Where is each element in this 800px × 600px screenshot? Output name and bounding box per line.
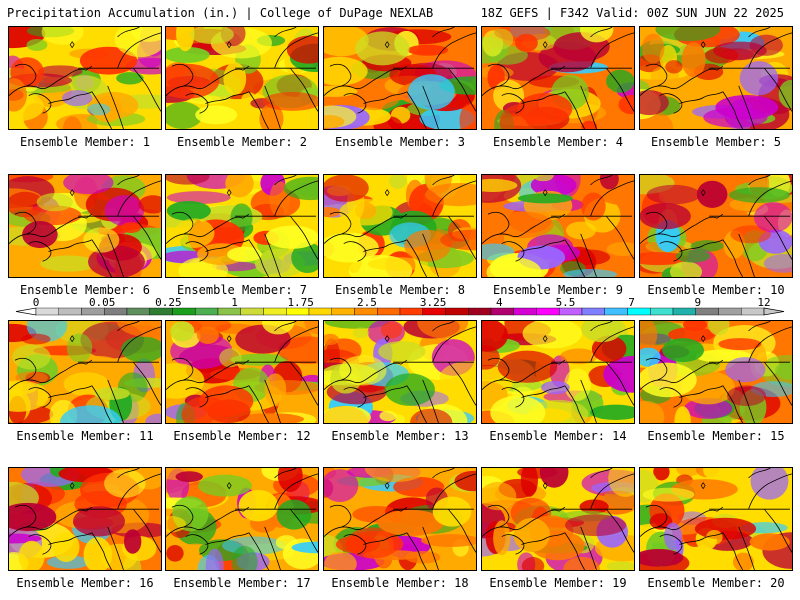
colorbar-segment	[468, 307, 492, 316]
colorbar-segment	[172, 307, 196, 316]
colorbar-segment	[650, 307, 674, 316]
colorbar-tick-label: 0.25	[155, 296, 182, 309]
member-map-19	[481, 467, 635, 571]
colorbar-tick-label: 0	[33, 296, 40, 309]
chart-title: Precipitation Accumulation (in.) | Colle…	[7, 6, 434, 20]
colorbar-segment	[695, 307, 719, 316]
member-label-14: Ensemble Member: 14	[489, 429, 627, 443]
colorbar-tick-label: 1.75	[287, 296, 314, 309]
colorbar-tick-label: 12	[757, 296, 770, 309]
member-label-7: Ensemble Member: 7	[176, 283, 308, 297]
member-map-16	[8, 467, 162, 571]
colorbar-tick-label: 7	[628, 296, 635, 309]
colorbar-segment	[149, 307, 173, 316]
model-run-info: 18Z GEFS | F342 Valid: 00Z SUN JUN 22 20…	[480, 6, 784, 20]
colorbar-segment	[604, 307, 628, 316]
colorbar-segment	[240, 307, 264, 316]
colorbar-segment	[741, 307, 765, 316]
colorbar-segment	[672, 307, 696, 316]
member-map-11	[8, 320, 162, 424]
colorbar-segment	[422, 307, 446, 316]
member-label-2: Ensemble Member: 2	[176, 135, 308, 149]
member-map-8	[323, 174, 477, 278]
colorbar-segment	[104, 307, 128, 316]
member-label-5: Ensemble Member: 5	[650, 135, 782, 149]
colorbar-segment	[377, 307, 401, 316]
colorbar-segment	[354, 307, 378, 316]
member-map-4	[481, 26, 635, 130]
colorbar-segment	[399, 307, 423, 316]
colorbar-right-arrow	[763, 307, 785, 316]
colorbar-segment	[286, 307, 310, 316]
precip-colorbar: 0 0.05 0.25 1 1.75 2.5 3.25 4 5.5 7 9 12	[15, 296, 785, 316]
member-map-7	[165, 174, 319, 278]
member-label-17: Ensemble Member: 17	[173, 576, 311, 590]
colorbar-tick-label: 4	[496, 296, 503, 309]
colorbar-segment	[263, 307, 287, 316]
colorbar-segment	[445, 307, 469, 316]
colorbar-tick-label: 1	[231, 296, 238, 309]
member-label-15: Ensemble Member: 15	[647, 429, 785, 443]
member-map-9	[481, 174, 635, 278]
member-label-1: Ensemble Member: 1	[19, 135, 151, 149]
member-label-3: Ensemble Member: 3	[334, 135, 466, 149]
colorbar-segment	[627, 307, 651, 316]
colorbar-segment	[126, 307, 150, 316]
member-map-12	[165, 320, 319, 424]
colorbar-left-arrow	[15, 307, 37, 316]
member-label-12: Ensemble Member: 12	[173, 429, 311, 443]
colorbar-tick-label: 9	[694, 296, 701, 309]
colorbar-segment	[308, 307, 332, 316]
member-map-10	[639, 174, 793, 278]
member-map-14	[481, 320, 635, 424]
colorbar-segment	[217, 307, 241, 316]
colorbar-tick-label: 5.5	[556, 296, 576, 309]
member-label-13: Ensemble Member: 13	[331, 429, 469, 443]
member-label-10: Ensemble Member: 10	[647, 283, 785, 297]
member-map-15	[639, 320, 793, 424]
colorbar-segment	[559, 307, 583, 316]
member-map-18	[323, 467, 477, 571]
colorbar-segment	[490, 307, 514, 316]
member-label-18: Ensemble Member: 18	[331, 576, 469, 590]
member-label-20: Ensemble Member: 20	[647, 576, 785, 590]
colorbar-tick-label: 2.5	[357, 296, 377, 309]
member-map-5	[639, 26, 793, 130]
colorbar-segment	[536, 307, 560, 316]
colorbar-segment	[718, 307, 742, 316]
colorbar-segment	[35, 307, 59, 316]
member-label-19: Ensemble Member: 19	[489, 576, 627, 590]
colorbar-segment	[58, 307, 82, 316]
member-label-8: Ensemble Member: 8	[334, 283, 466, 297]
colorbar-segment	[195, 307, 219, 316]
colorbar-segment	[581, 307, 605, 316]
member-map-2	[165, 26, 319, 130]
colorbar-segment	[81, 307, 105, 316]
member-label-6: Ensemble Member: 6	[19, 283, 151, 297]
member-label-4: Ensemble Member: 4	[492, 135, 624, 149]
member-label-11: Ensemble Member: 11	[16, 429, 154, 443]
colorbar-segment	[513, 307, 537, 316]
member-map-20	[639, 467, 793, 571]
member-label-9: Ensemble Member: 9	[492, 283, 624, 297]
colorbar-tick-label: 3.25	[420, 296, 447, 309]
member-map-6	[8, 174, 162, 278]
member-map-17	[165, 467, 319, 571]
colorbar-segment	[331, 307, 355, 316]
member-map-13	[323, 320, 477, 424]
member-map-1	[8, 26, 162, 130]
member-label-16: Ensemble Member: 16	[16, 576, 154, 590]
member-map-3	[323, 26, 477, 130]
colorbar-tick-label: 0.05	[89, 296, 116, 309]
